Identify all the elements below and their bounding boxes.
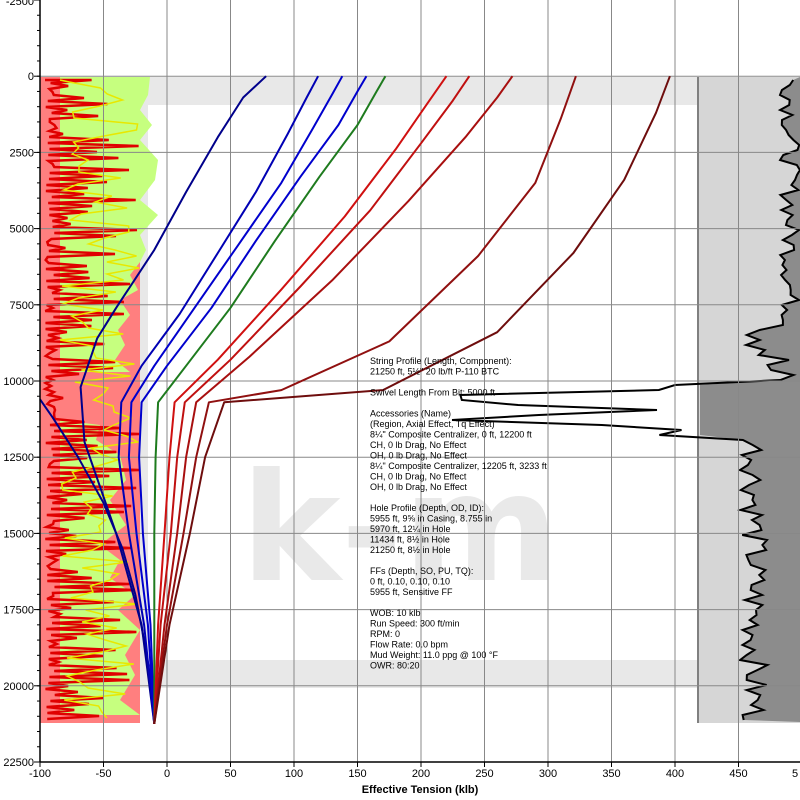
y-tick-label: 12500 (3, 452, 34, 464)
x-tick-label: 250 (475, 768, 493, 780)
annotation-line: 8¼" Composite Centralizer, 12205 ft, 323… (370, 461, 547, 471)
x-tick-label: -100 (29, 768, 51, 780)
tension-curve-11 (153, 75, 671, 725)
y-tick-label: -2500 (6, 0, 34, 8)
annotation-line: Mud Weight: 11.0 ppg @ 100 °F (370, 650, 498, 660)
x-tick-label: 400 (666, 768, 684, 780)
annotation-line: OWR: 80:20 (370, 661, 420, 671)
tension-curve-2 (79, 75, 267, 725)
annotation-line: String Profile (Length, Component): (370, 356, 512, 366)
annotation-line: WOB: 10 klb (370, 608, 421, 618)
y-tick-label: 7500 (10, 300, 34, 312)
tension-curve-8 (153, 75, 471, 724)
tension-curve-7 (153, 75, 448, 724)
annotation-line: Swivel Length From Bit: 5000 ft (370, 388, 496, 398)
x-tick-label: 150 (348, 768, 366, 780)
tension-curve-10 (153, 75, 577, 725)
annotation-line: 5955 ft, Sensitive FF (370, 587, 453, 597)
annotation-line: Hole Profile (Depth, OD, ID): (370, 503, 484, 513)
x-tick-label: 200 (412, 768, 430, 780)
x-tick-label: 0 (164, 768, 170, 780)
y-tick-label: 0 (28, 71, 34, 83)
annotation-line: 5970 ft, 12¼ in Hole (370, 524, 451, 534)
annotation-line: CH, 0 lb Drag, No Effect (370, 472, 467, 482)
tension-curve-4 (127, 75, 344, 724)
y-tick-label: 17500 (3, 605, 34, 617)
friction-band-yellow-trace (59, 79, 141, 719)
annotation-line: 5955 ft, 9⅝ in Casing, 8.755 in (370, 514, 492, 524)
x-tick-label: 350 (602, 768, 620, 780)
log-panel (451, 77, 800, 723)
x-tick-label: 5 (792, 768, 798, 780)
y-tick-label: 15000 (3, 528, 34, 540)
tension-curve-5 (138, 75, 368, 724)
x-tick-label: 300 (539, 768, 557, 780)
annotation-line: FFs (Depth, SO, PU, TQ): (370, 566, 473, 576)
annotation-line: OH, 0 lb Drag, No Effect (370, 482, 467, 492)
x-tick-labels: -100 -50 0 50 100 150 200 250 300 350 400 450 5 (29, 762, 798, 780)
log-panel-fill (700, 77, 800, 722)
x-axis-label: Effective Tension (klb) (362, 784, 479, 796)
tension-curve-3 (117, 75, 319, 725)
annotation-line: Run Speed: 300 ft/min (370, 619, 460, 629)
annotation-block: String Profile (Length, Component):21250… (370, 356, 547, 671)
y-tick-label: 10000 (3, 376, 34, 388)
annotation-line: 0 ft, 0.10, 0.10, 0.10 (370, 577, 450, 587)
annotation-line: 21250 ft, 8½ in Hole (370, 545, 451, 555)
annotation-line: OH, 0 lb Drag, No Effect (370, 451, 467, 461)
annotation-line: (Region, Axial Effect, Tq Effect) (370, 419, 495, 429)
y-tick-label: 2500 (10, 147, 34, 159)
log-panel-trace (451, 79, 800, 721)
x-tick-label: 450 (729, 768, 747, 780)
tension-curve-6 (153, 75, 387, 724)
annotation-line: Flow Rate: 0.0 bpm (370, 640, 448, 650)
x-tick-label: 100 (285, 768, 303, 780)
x-tick-label: -50 (96, 768, 112, 780)
y-tick-label: 5000 (10, 224, 34, 236)
tension-curve-9 (153, 75, 514, 725)
annotation-line: RPM: 0 (370, 629, 400, 639)
y-tick-labels: -2500 0 2500 5000 7500 10000 12500 15000 17500 20… (3, 0, 40, 769)
y-tick-label: 22500 (3, 757, 34, 769)
tension-curves (39, 75, 671, 725)
annotation-line: 21250 ft, 5½" 20 lb/ft P-110 BTC (370, 367, 500, 377)
x-tick-label: 50 (224, 768, 236, 780)
annotation-line: CH, 0 lb Drag, No Effect (370, 440, 467, 450)
annotation-line: 8¼" Composite Centralizer, 0 ft, 12200 f… (370, 430, 532, 440)
annotation-line: 11434 ft, 8½ in Hole (370, 535, 450, 545)
annotation-line: Accessories (Name) (370, 409, 451, 419)
friction-band-red-trace (42, 78, 140, 721)
y-tick-label: 20000 (3, 681, 34, 693)
